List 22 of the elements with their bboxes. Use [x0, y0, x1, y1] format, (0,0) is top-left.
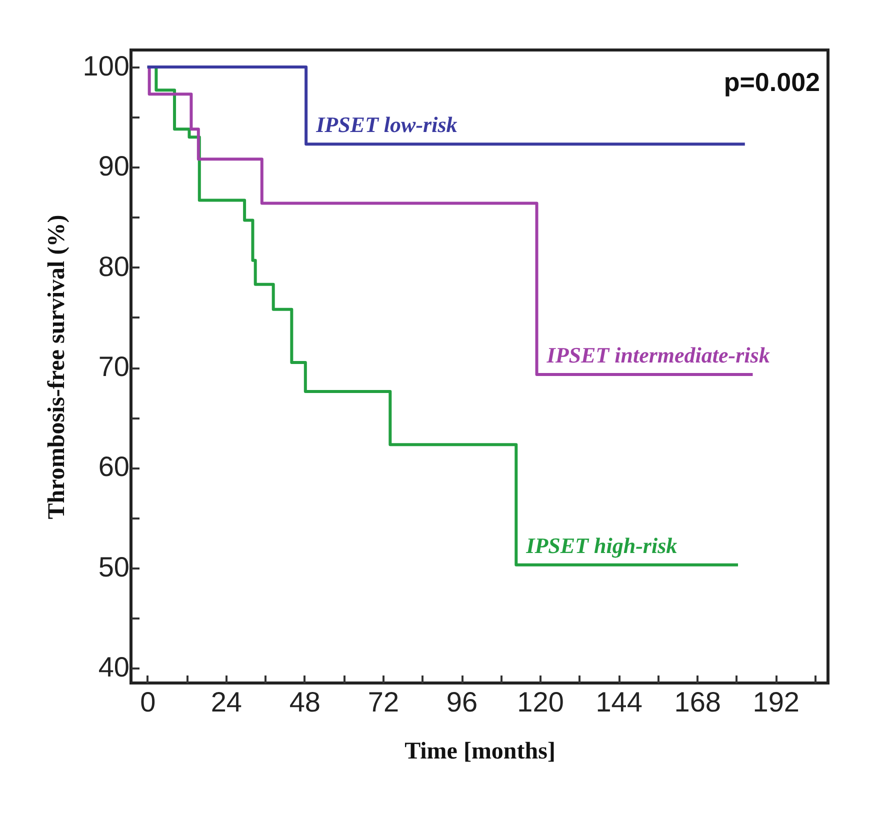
series-label: IPSET high-risk — [525, 532, 678, 558]
x-tick-label: 0 — [140, 686, 156, 718]
x-tick-label: 120 — [517, 686, 564, 718]
x-tick-label: 96 — [446, 686, 478, 718]
series-label: IPSET intermediate-risk — [546, 342, 770, 368]
x-tick-label: 192 — [752, 686, 800, 718]
y-tick-label: 90 — [98, 150, 130, 182]
x-axis-title: Time [months] — [404, 738, 556, 764]
y-tick-label: 60 — [98, 451, 130, 482]
series-label: IPSET low-risk — [315, 112, 458, 138]
x-tick-label: 72 — [368, 686, 400, 718]
x-tick-label: 48 — [289, 686, 321, 718]
y-tick-label: 70 — [98, 351, 130, 382]
x-tick-label: 24 — [210, 686, 242, 718]
y-tick-label: 100 — [82, 50, 130, 82]
annotation: p=0.002 — [724, 67, 820, 97]
y-tick-label: 40 — [98, 651, 130, 682]
x-tick-label: 144 — [596, 686, 642, 718]
y-tick-label: 50 — [98, 551, 130, 582]
y-axis-title: Thrombosis-free survival (%) — [44, 214, 70, 520]
x-tick-label: 168 — [674, 686, 721, 718]
y-tick-label: 80 — [98, 250, 130, 282]
